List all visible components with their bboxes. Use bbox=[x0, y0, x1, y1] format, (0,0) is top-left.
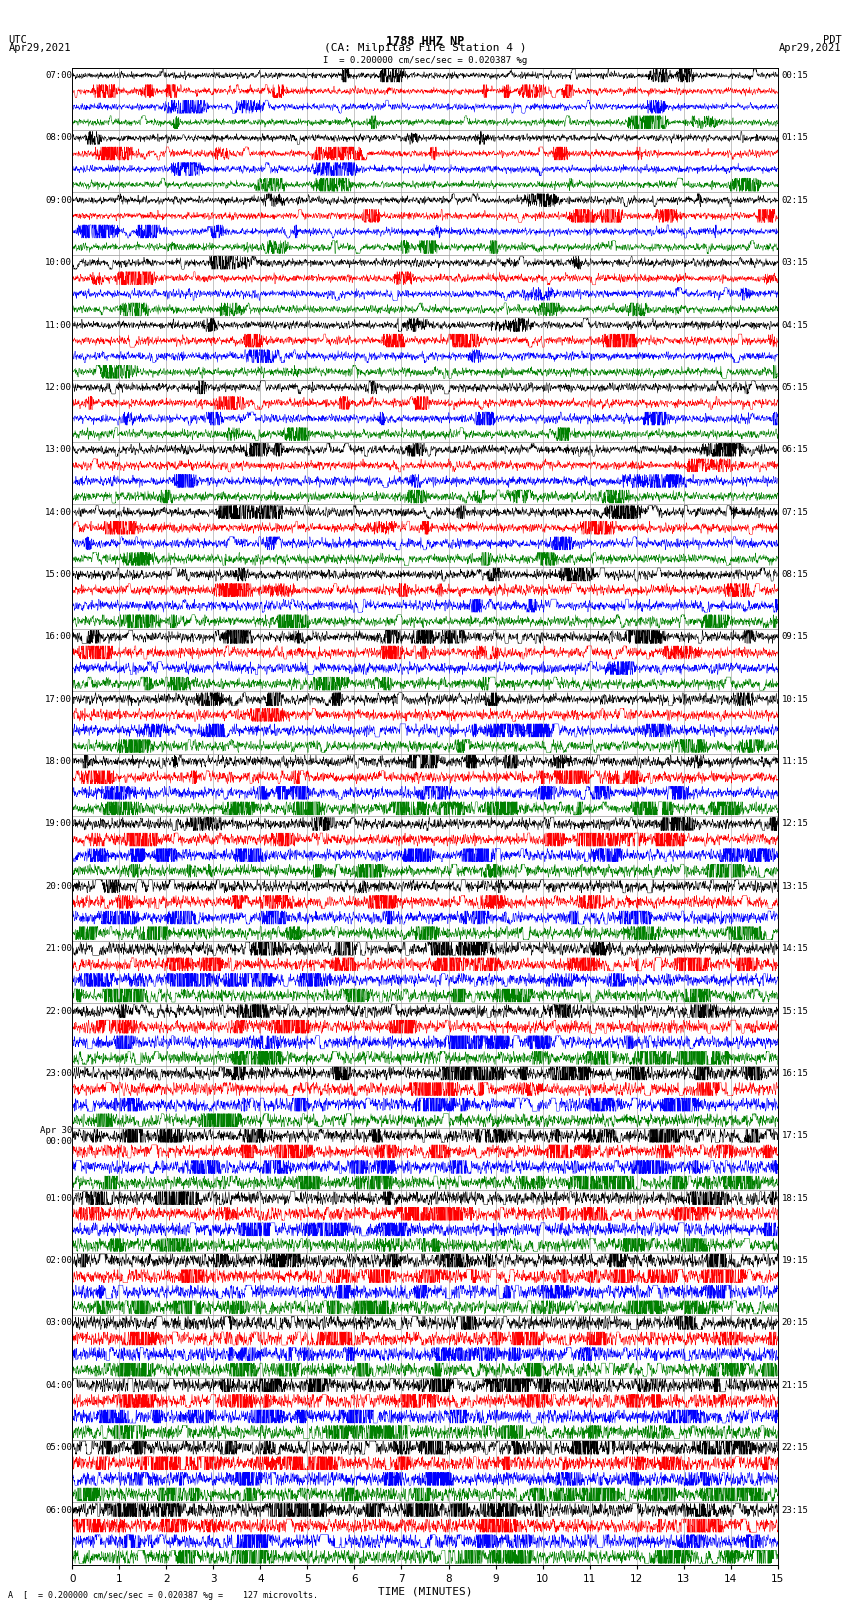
Text: PDT: PDT bbox=[823, 35, 842, 45]
Text: 05:00: 05:00 bbox=[45, 1444, 71, 1452]
Text: 06:15: 06:15 bbox=[781, 445, 808, 455]
Text: 17:00: 17:00 bbox=[45, 695, 71, 703]
Text: 03:15: 03:15 bbox=[781, 258, 808, 268]
Text: 21:15: 21:15 bbox=[781, 1381, 808, 1390]
Text: 09:00: 09:00 bbox=[45, 195, 71, 205]
Text: 08:00: 08:00 bbox=[45, 134, 71, 142]
Text: 10:00: 10:00 bbox=[45, 258, 71, 268]
Text: 04:15: 04:15 bbox=[781, 321, 808, 329]
Text: A  [  = 0.200000 cm/sec/sec = 0.020387 %g =    127 microvolts.: A [ = 0.200000 cm/sec/sec = 0.020387 %g … bbox=[8, 1590, 319, 1600]
Text: 18:15: 18:15 bbox=[781, 1194, 808, 1203]
Text: UTC: UTC bbox=[8, 35, 27, 45]
Text: 15:00: 15:00 bbox=[45, 569, 71, 579]
Text: 01:00: 01:00 bbox=[45, 1194, 71, 1203]
Text: 22:00: 22:00 bbox=[45, 1007, 71, 1016]
Text: 17:15: 17:15 bbox=[781, 1131, 808, 1140]
X-axis label: TIME (MINUTES): TIME (MINUTES) bbox=[377, 1587, 473, 1597]
Text: 18:00: 18:00 bbox=[45, 756, 71, 766]
Text: 13:15: 13:15 bbox=[781, 882, 808, 890]
Text: 19:00: 19:00 bbox=[45, 819, 71, 829]
Text: 00:15: 00:15 bbox=[781, 71, 808, 81]
Text: 03:00: 03:00 bbox=[45, 1318, 71, 1327]
Text: 20:15: 20:15 bbox=[781, 1318, 808, 1327]
Text: 16:00: 16:00 bbox=[45, 632, 71, 642]
Text: 23:00: 23:00 bbox=[45, 1069, 71, 1077]
Text: 09:15: 09:15 bbox=[781, 632, 808, 642]
Text: 23:15: 23:15 bbox=[781, 1505, 808, 1515]
Text: 01:15: 01:15 bbox=[781, 134, 808, 142]
Text: 07:15: 07:15 bbox=[781, 508, 808, 516]
Text: 12:00: 12:00 bbox=[45, 382, 71, 392]
Text: Apr 30
00:00: Apr 30 00:00 bbox=[40, 1126, 71, 1145]
Text: 04:00: 04:00 bbox=[45, 1381, 71, 1390]
Text: 14:15: 14:15 bbox=[781, 944, 808, 953]
Text: 22:15: 22:15 bbox=[781, 1444, 808, 1452]
Text: 11:00: 11:00 bbox=[45, 321, 71, 329]
Text: 10:15: 10:15 bbox=[781, 695, 808, 703]
Text: 08:15: 08:15 bbox=[781, 569, 808, 579]
Text: I  = 0.200000 cm/sec/sec = 0.020387 %g: I = 0.200000 cm/sec/sec = 0.020387 %g bbox=[323, 56, 527, 66]
Text: 15:15: 15:15 bbox=[781, 1007, 808, 1016]
Text: 19:15: 19:15 bbox=[781, 1257, 808, 1265]
Text: 21:00: 21:00 bbox=[45, 944, 71, 953]
Text: Apr29,2021: Apr29,2021 bbox=[8, 44, 71, 53]
Text: 05:15: 05:15 bbox=[781, 382, 808, 392]
Text: 1788 HHZ NP: 1788 HHZ NP bbox=[386, 35, 464, 48]
Text: Apr29,2021: Apr29,2021 bbox=[779, 44, 842, 53]
Text: 20:00: 20:00 bbox=[45, 882, 71, 890]
Text: 14:00: 14:00 bbox=[45, 508, 71, 516]
Text: 16:15: 16:15 bbox=[781, 1069, 808, 1077]
Text: 07:00: 07:00 bbox=[45, 71, 71, 81]
Text: 02:15: 02:15 bbox=[781, 195, 808, 205]
Text: 11:15: 11:15 bbox=[781, 756, 808, 766]
Text: 13:00: 13:00 bbox=[45, 445, 71, 455]
Text: 06:00: 06:00 bbox=[45, 1505, 71, 1515]
Text: 12:15: 12:15 bbox=[781, 819, 808, 829]
Text: 02:00: 02:00 bbox=[45, 1257, 71, 1265]
Text: (CA: Milpitas Fire Station 4 ): (CA: Milpitas Fire Station 4 ) bbox=[324, 44, 526, 53]
